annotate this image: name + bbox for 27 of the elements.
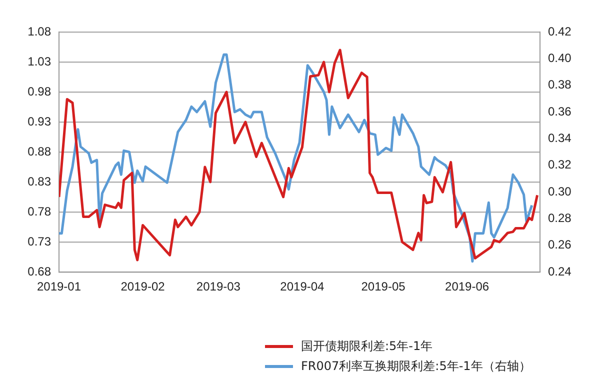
- x-tick-label: 2019-01: [36, 280, 82, 294]
- y2-tick-label: 0.42: [548, 24, 572, 38]
- y2-tick-label: 0.28: [548, 210, 572, 225]
- x-tick-label: 2019-06: [445, 280, 490, 294]
- y2-tick-label: 0.30: [548, 184, 572, 198]
- y-tick-label: 1.08: [28, 24, 52, 38]
- y2-tick-label: 0.24: [548, 264, 572, 278]
- y-tick-label: 0.88: [28, 144, 52, 158]
- y-tick-label: 0.93: [28, 114, 52, 128]
- y-tick-label: 0.78: [28, 204, 52, 218]
- x-tick-label: 2019-05: [361, 280, 406, 294]
- y-tick-label: 0.68: [28, 264, 52, 278]
- y2-tick-label: 0.36: [548, 104, 572, 118]
- x-tick-label: 2019-03: [196, 280, 241, 294]
- legend-label: 国开债期限利差:5年-1年: [301, 338, 433, 355]
- x-tick-label: 2019-02: [120, 280, 166, 294]
- y2-tick-label: 0.32: [548, 158, 572, 172]
- y2-tick-label: 0.26: [548, 238, 572, 252]
- y-tick-label: 0.98: [28, 84, 52, 98]
- x-tick-label: 2019-04: [280, 280, 325, 294]
- y2-tick-label: 0.38: [548, 78, 572, 92]
- y-tick-label: 0.73: [28, 234, 52, 248]
- y-tick-label: 1.03: [28, 54, 52, 68]
- y-tick-label: 0.83: [28, 174, 52, 188]
- y2-tick-label: 0.40: [548, 50, 572, 65]
- legend-label: FR007利率互换期限利差:5年-1年（右轴）: [301, 358, 531, 375]
- y2-tick-label: 0.34: [548, 130, 572, 145]
